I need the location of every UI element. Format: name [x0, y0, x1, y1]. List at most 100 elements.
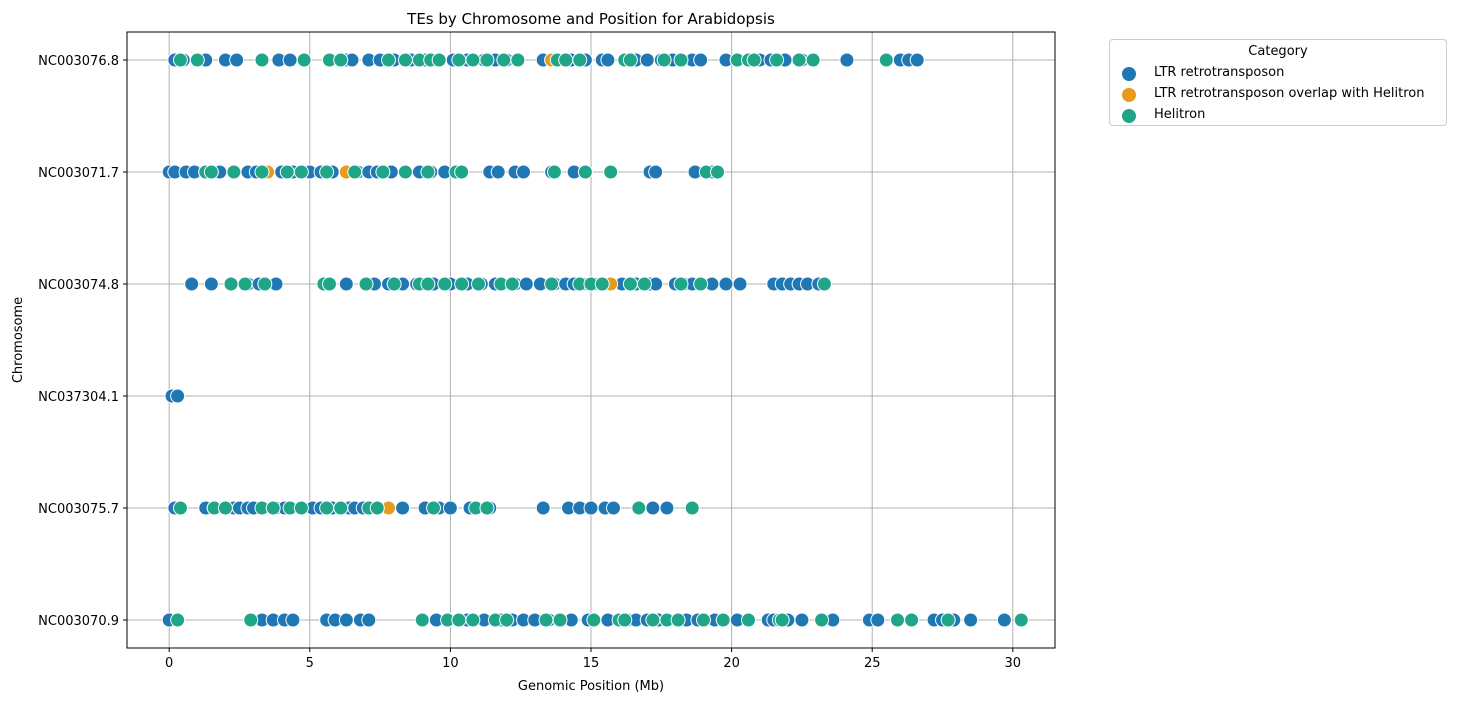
data-point	[243, 612, 259, 628]
axis-ticks: 0 5 10 15 20 25 30 NC003076.8 NC003071.7 NC003074…	[38, 54, 1021, 671]
data-point	[479, 500, 495, 516]
data-point	[909, 52, 925, 68]
legend: Category LTR retrotransposon LTR retrotr…	[1109, 39, 1447, 126]
data-point	[397, 164, 413, 180]
data-point	[586, 612, 602, 628]
data-point	[510, 52, 526, 68]
grid-lines	[127, 32, 1055, 648]
data-point	[226, 164, 242, 180]
data-point	[603, 164, 619, 180]
x-tick-label: 25	[864, 656, 881, 671]
data-point	[504, 276, 520, 292]
data-point	[254, 52, 270, 68]
data-point	[203, 276, 219, 292]
data-point	[670, 612, 686, 628]
data-point	[816, 276, 832, 292]
x-tick-label: 30	[1005, 656, 1022, 671]
data-point	[878, 52, 894, 68]
data-point	[645, 612, 661, 628]
data-point	[769, 52, 785, 68]
data-point	[172, 500, 188, 516]
data-point	[285, 612, 301, 628]
data-point	[538, 612, 554, 628]
x-tick-label: 5	[306, 656, 314, 671]
data-point	[617, 612, 633, 628]
x-axis-label: Genomic Position (Mb)	[518, 679, 664, 694]
data-point	[605, 500, 621, 516]
data-point	[718, 276, 734, 292]
data-point	[572, 52, 588, 68]
data-point	[732, 276, 748, 292]
data-point	[639, 52, 655, 68]
y-tick-label: NC003076.8	[38, 54, 119, 69]
data-point	[940, 612, 956, 628]
data-point	[622, 52, 638, 68]
data-point	[622, 276, 638, 292]
data-point	[774, 612, 790, 628]
y-tick-label: NC037304.1	[38, 390, 119, 405]
data-point	[414, 612, 430, 628]
data-point	[746, 52, 762, 68]
data-point	[279, 164, 295, 180]
legend-marker-helitron	[1122, 109, 1136, 123]
data-point	[715, 612, 731, 628]
data-point	[237, 276, 253, 292]
data-point	[631, 500, 647, 516]
data-point	[552, 612, 568, 628]
x-tick-label: 15	[583, 656, 600, 671]
data-point	[558, 52, 574, 68]
data-point	[442, 500, 458, 516]
data-point	[496, 52, 512, 68]
chart-title: TEs by Chromosome and Position for Arabi…	[406, 10, 775, 28]
legend-label-helitron: Helitron	[1154, 107, 1206, 122]
data-point	[321, 276, 337, 292]
data-point	[170, 612, 186, 628]
x-tick-label: 20	[723, 656, 740, 671]
data-point	[338, 276, 354, 292]
y-tick-label: NC003071.7	[38, 166, 119, 181]
data-point	[465, 612, 481, 628]
data-point	[184, 276, 200, 292]
data-point	[319, 164, 335, 180]
data-point	[265, 500, 281, 516]
data-point	[454, 164, 470, 180]
y-tick-label: NC003075.7	[38, 502, 119, 517]
data-point	[583, 500, 599, 516]
legend-label-overlap: LTR retrotransposon overlap with Helitro…	[1154, 86, 1425, 101]
data-point	[451, 52, 467, 68]
data-point	[223, 276, 239, 292]
data-point	[693, 276, 709, 292]
data-point	[203, 164, 219, 180]
data-points	[161, 52, 1029, 628]
data-point	[535, 500, 551, 516]
data-point	[420, 276, 436, 292]
data-point	[282, 52, 298, 68]
data-point	[454, 276, 470, 292]
data-point	[996, 612, 1012, 628]
legend-marker-overlap	[1122, 88, 1136, 102]
data-point	[397, 52, 413, 68]
data-point	[347, 164, 363, 180]
data-point	[695, 612, 711, 628]
data-point	[710, 164, 726, 180]
data-point	[426, 500, 442, 516]
data-point	[805, 52, 821, 68]
data-point	[479, 52, 495, 68]
data-point	[516, 164, 532, 180]
data-point	[437, 276, 453, 292]
data-point	[648, 164, 664, 180]
data-point	[684, 500, 700, 516]
data-point	[656, 52, 672, 68]
data-point	[839, 52, 855, 68]
data-point	[659, 500, 675, 516]
x-tick-label: 0	[165, 656, 173, 671]
legend-label-ltr: LTR retrotransposon	[1154, 65, 1285, 80]
data-point	[890, 612, 906, 628]
data-point	[465, 52, 481, 68]
data-point	[740, 612, 756, 628]
data-point	[490, 164, 506, 180]
data-point	[1013, 612, 1029, 628]
data-point	[170, 388, 186, 404]
data-point	[254, 164, 270, 180]
